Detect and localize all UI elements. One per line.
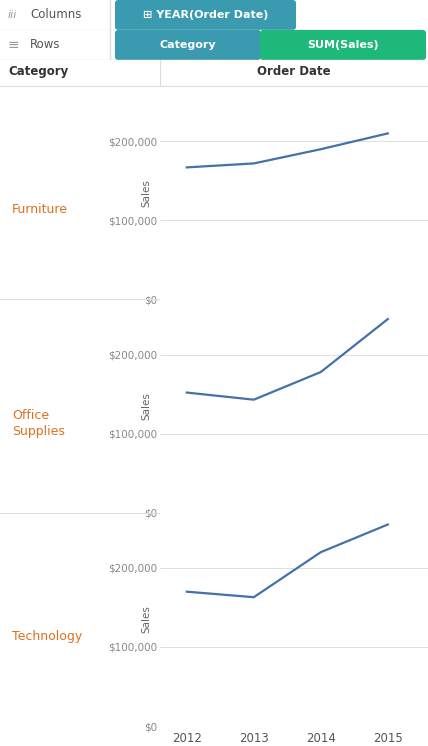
FancyBboxPatch shape (115, 0, 296, 30)
Text: Category: Category (160, 40, 216, 50)
Text: iii: iii (8, 10, 18, 20)
Text: Columns: Columns (30, 8, 81, 22)
Text: SUM(Sales): SUM(Sales) (307, 40, 379, 50)
Text: Category: Category (8, 65, 68, 78)
Text: ⊞ YEAR(Order Date): ⊞ YEAR(Order Date) (143, 10, 268, 20)
Text: Order Date: Order Date (257, 65, 331, 78)
Text: Sales: Sales (141, 179, 151, 207)
Text: Office
Supplies: Office Supplies (12, 409, 65, 438)
Text: Furniture: Furniture (12, 203, 68, 216)
Text: Sales: Sales (141, 392, 151, 420)
Text: Sales: Sales (141, 606, 151, 633)
Text: ≡: ≡ (8, 38, 20, 52)
FancyBboxPatch shape (115, 30, 261, 60)
Text: Technology: Technology (12, 630, 82, 643)
FancyBboxPatch shape (260, 30, 426, 60)
Text: Rows: Rows (30, 39, 60, 51)
